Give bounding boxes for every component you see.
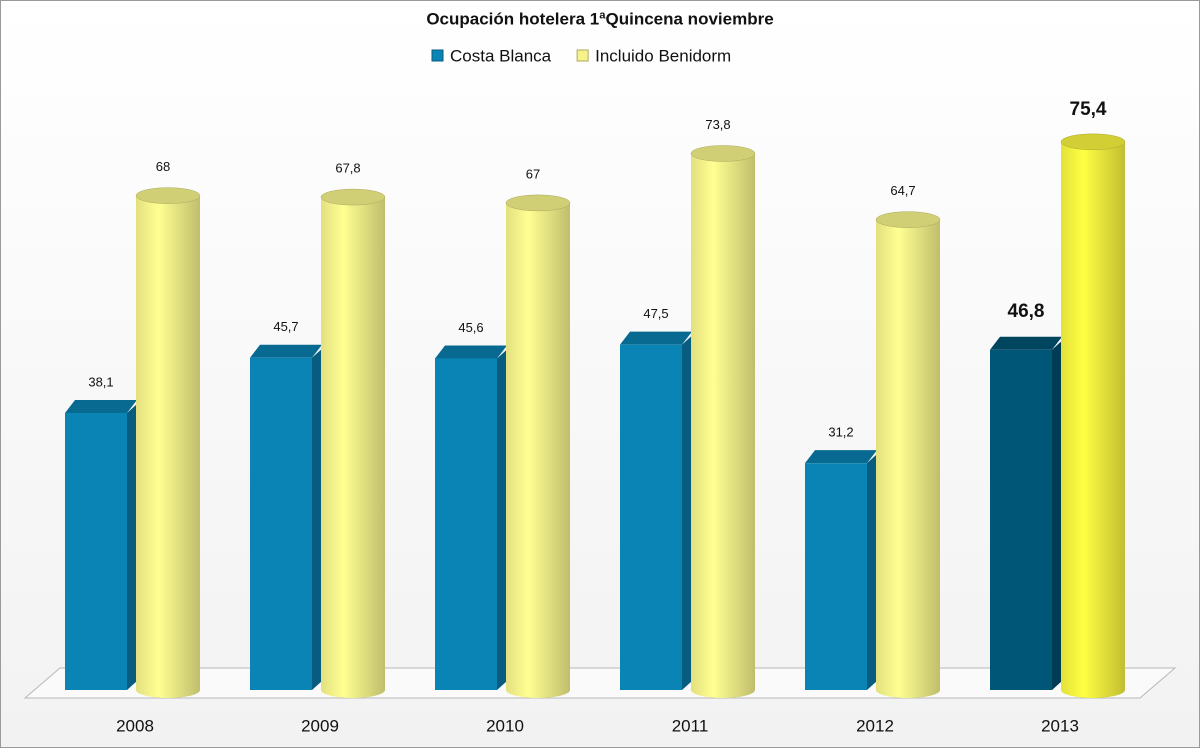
bar-side	[312, 348, 322, 690]
bar	[320, 188, 386, 698]
x-tick-label: 2009	[301, 716, 339, 735]
x-tick-label: 2011	[672, 716, 709, 735]
data-label: 75,4	[1070, 99, 1107, 120]
cylinder-body	[876, 219, 940, 699]
data-label: 73,8	[705, 117, 730, 132]
bar	[875, 211, 941, 699]
data-label: 68	[156, 159, 170, 174]
bar	[65, 400, 137, 690]
data-label: 67,8	[335, 161, 360, 176]
legend: Costa Blanca Incluido Benidorm	[431, 46, 731, 65]
x-tick-label: 2008	[116, 716, 154, 735]
legend-label: Costa Blanca	[450, 46, 552, 65]
bar-top	[65, 400, 137, 414]
data-label: 46,8	[1008, 301, 1045, 322]
chart-title: Ocupación hotelera 1ªQuincena noviembre	[426, 9, 773, 28]
data-label: 31,2	[828, 425, 853, 440]
cylinder-body	[506, 202, 570, 698]
bar	[690, 145, 756, 698]
data-label: 47,5	[643, 306, 668, 321]
bar-front	[250, 357, 312, 690]
bar	[990, 336, 1062, 690]
cylinder-body	[1061, 141, 1125, 699]
cylinder-body	[691, 153, 755, 698]
cylinder-top	[505, 194, 571, 212]
x-tick-label: 2010	[486, 716, 524, 735]
bar-top	[620, 331, 692, 345]
cylinder-top	[875, 211, 941, 228]
bar-front	[990, 349, 1052, 690]
cylinder-top	[690, 145, 756, 162]
legend-swatch	[431, 49, 444, 62]
cylinder-top	[1060, 133, 1126, 151]
x-tick-label: 2013	[1041, 716, 1079, 735]
cylinder-top	[320, 188, 386, 206]
bar-front	[805, 463, 867, 690]
bar-side	[867, 454, 877, 690]
legend-label: Incluido Benidorm	[595, 46, 731, 65]
bar-top	[435, 345, 507, 359]
legend-swatch	[576, 49, 589, 62]
cylinder-body	[321, 197, 385, 698]
bar-top	[990, 336, 1062, 350]
bar	[135, 187, 201, 698]
bar-side	[497, 349, 507, 690]
bar	[250, 344, 322, 690]
x-tick-label: 2012	[856, 716, 894, 735]
data-label: 45,7	[273, 319, 298, 334]
bar-top	[805, 450, 877, 464]
bar	[1060, 133, 1126, 699]
data-label: 67	[526, 166, 540, 181]
cylinder-body	[136, 195, 200, 698]
bar	[505, 194, 571, 698]
bar	[620, 331, 692, 690]
bar	[435, 345, 507, 690]
bar-front	[435, 358, 497, 690]
bar-top	[250, 344, 322, 358]
cylinder-top	[135, 187, 201, 204]
data-label: 38,1	[88, 374, 113, 389]
bar-front	[620, 344, 682, 690]
bar-side	[1052, 340, 1062, 690]
data-label: 45,6	[458, 320, 483, 335]
bar-front	[65, 413, 127, 690]
bar-side	[682, 335, 692, 690]
bar	[805, 450, 877, 690]
bar-side	[127, 404, 137, 690]
data-label: 64,7	[890, 183, 915, 198]
